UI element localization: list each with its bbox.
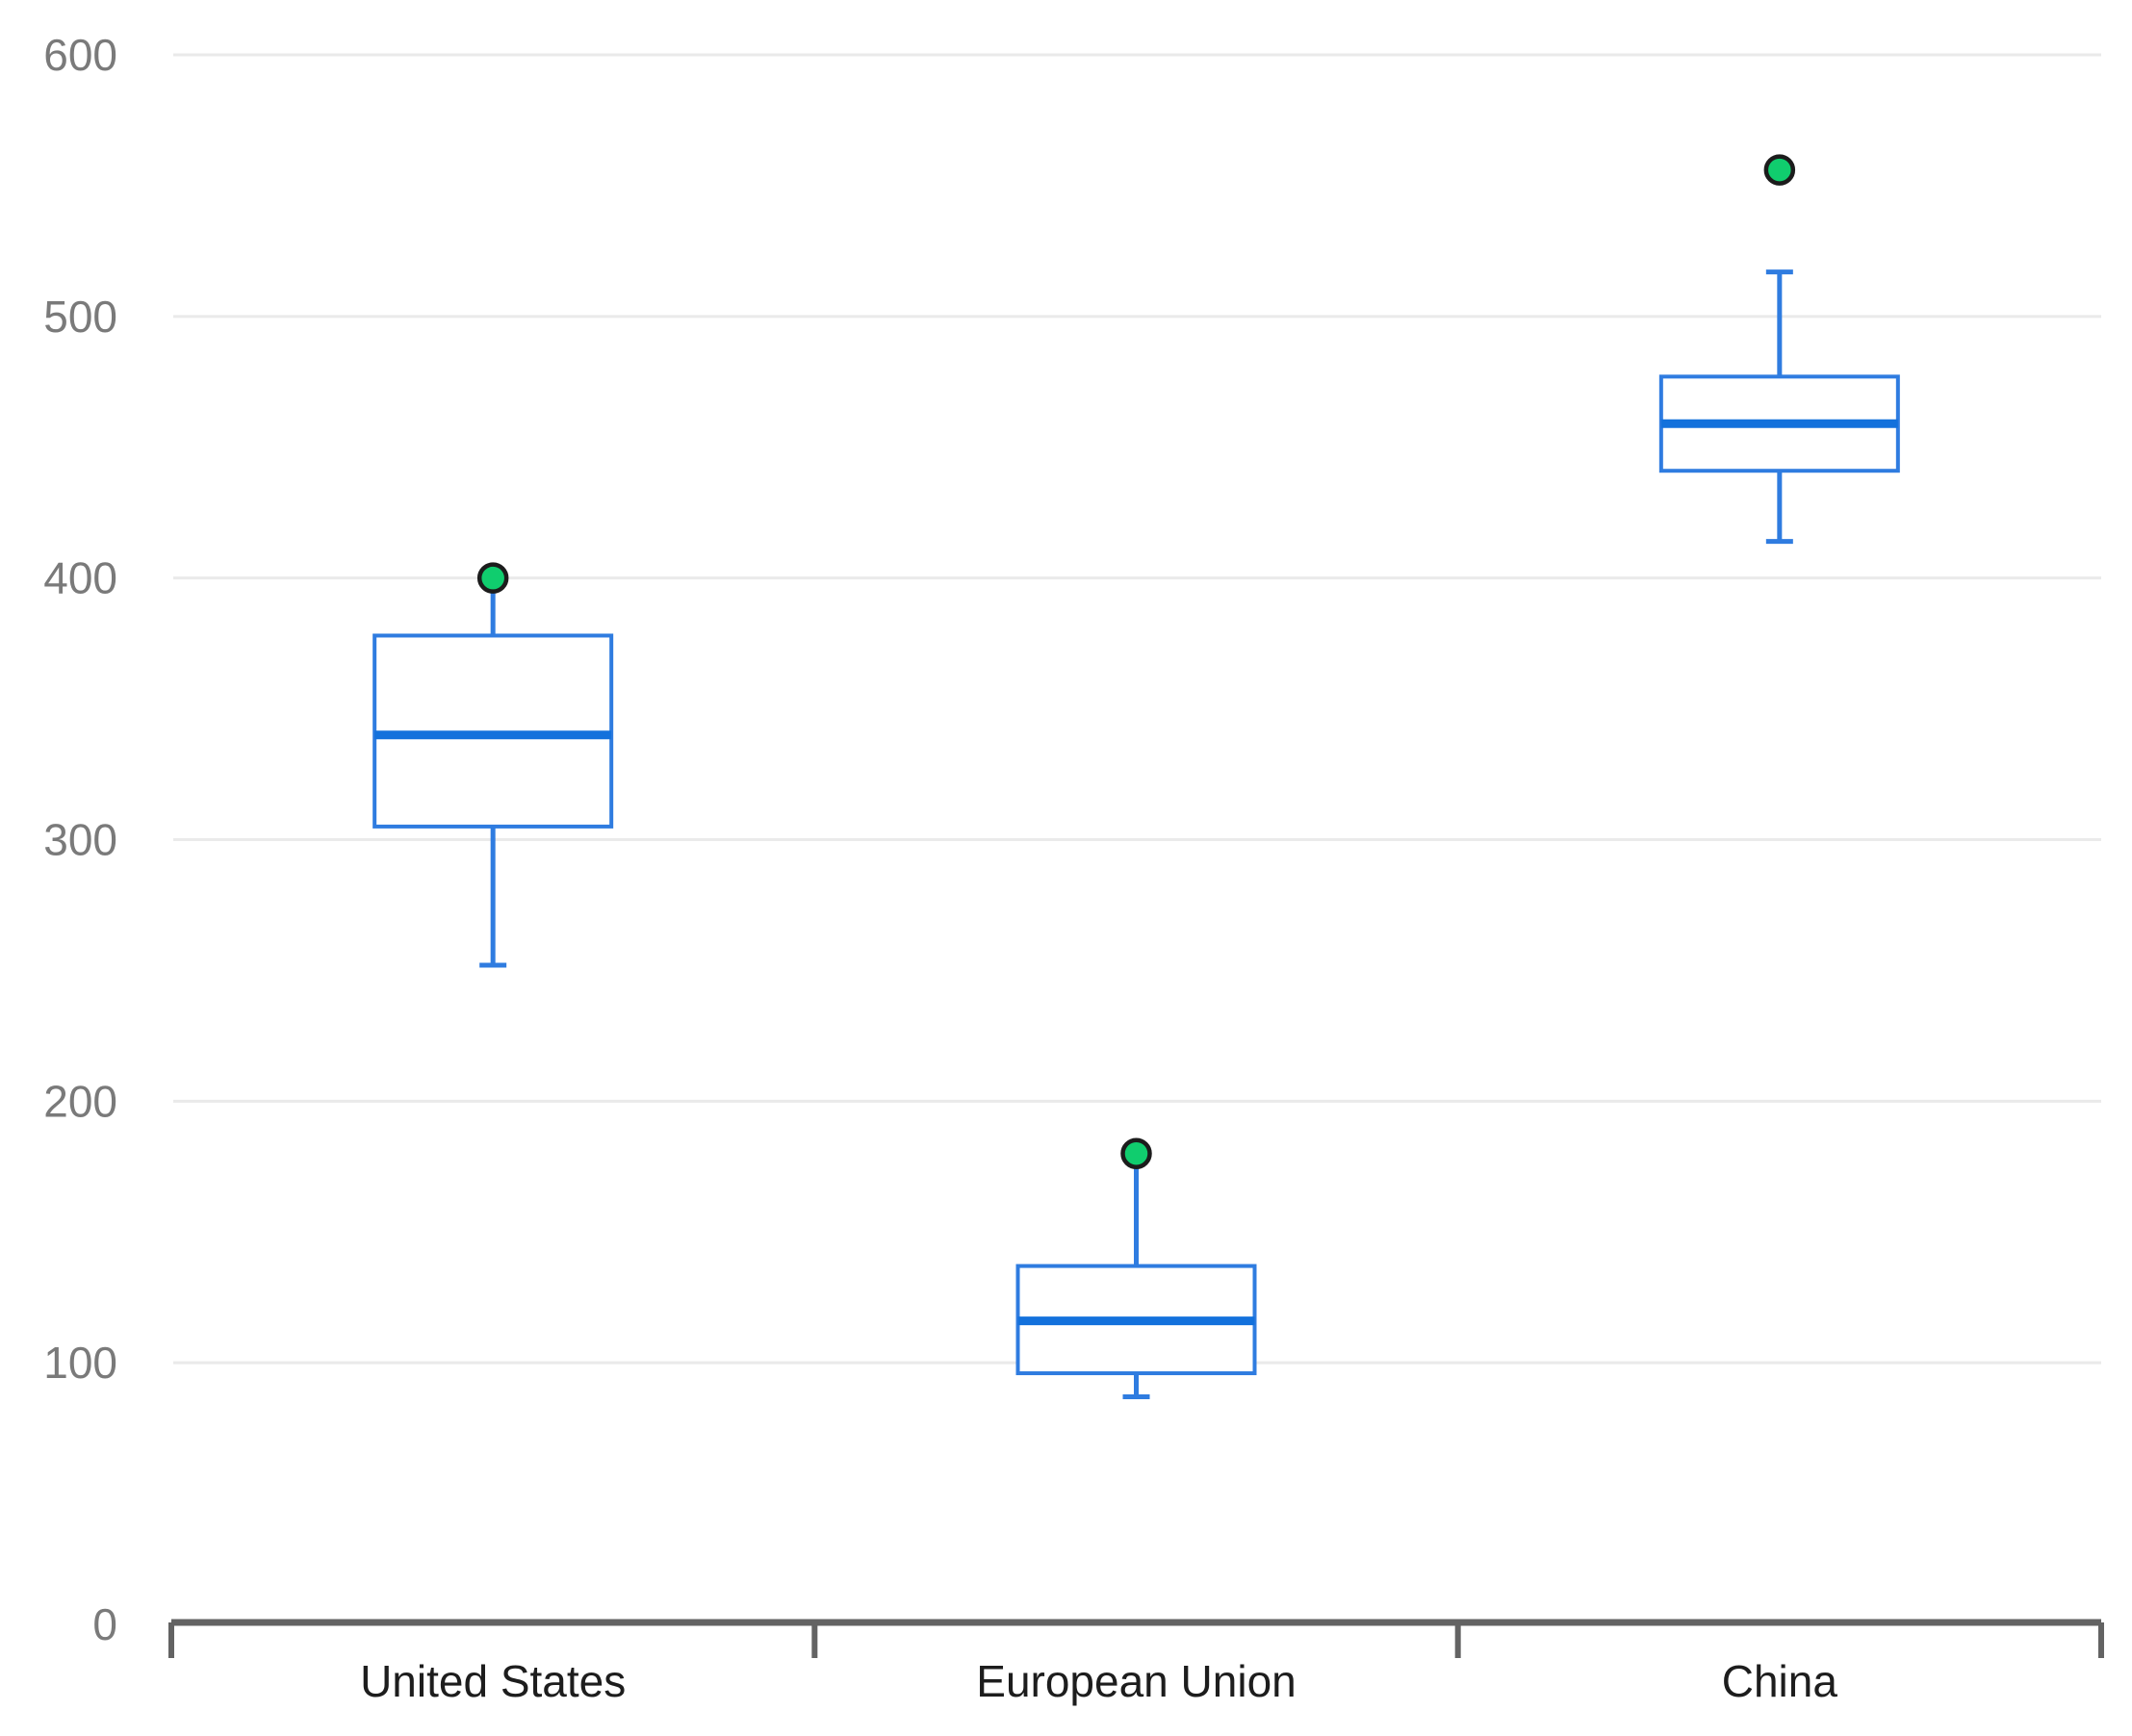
x-axis-label-china: China [1722,1656,1838,1706]
y-axis-tick-label: 500 [43,292,117,342]
highlight-dot-united-states [476,562,509,594]
x-axis-label-united-states: United States [360,1656,626,1706]
y-axis-tick-label: 200 [43,1076,117,1126]
y-axis-tick-label: 400 [43,553,117,603]
y-axis-tick-label: 300 [43,815,117,865]
y-axis-tick-label: 0 [92,1599,117,1649]
y-axis-tick-label: 100 [43,1338,117,1388]
x-axis-label-european-union: European Union [976,1656,1296,1706]
highlight-dot-china [1763,154,1796,186]
highlight-dot-european-union [1120,1137,1152,1169]
y-axis-tick-label: 600 [43,30,117,80]
